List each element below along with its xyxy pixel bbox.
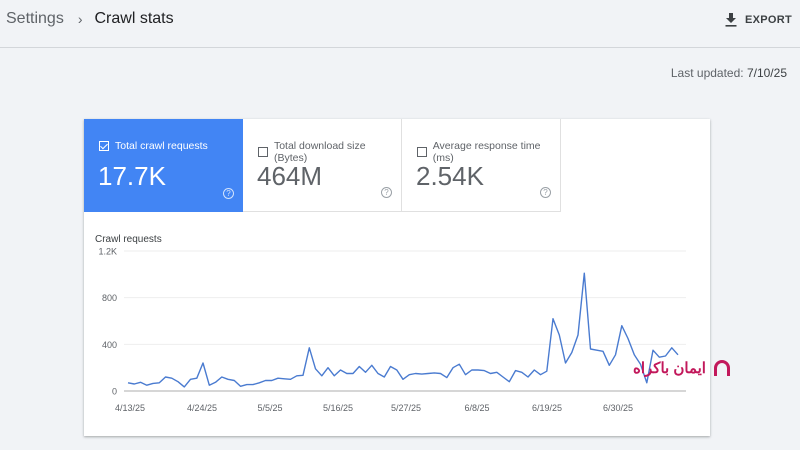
watermark: ایمان باکراه bbox=[633, 359, 730, 377]
y-tick-label: 0 bbox=[112, 387, 117, 397]
watermark-text: ایمان باکراه bbox=[633, 360, 706, 377]
help-icon[interactable]: ? bbox=[540, 187, 551, 198]
x-tick-label: 6/8/25 bbox=[464, 403, 489, 413]
x-tick-label: 4/24/25 bbox=[187, 403, 217, 413]
metric-label: Total crawl requests bbox=[115, 140, 208, 152]
series-line[interactable] bbox=[127, 272, 679, 388]
export-button[interactable]: EXPORT bbox=[725, 13, 792, 27]
breadcrumb-settings-link[interactable]: Settings bbox=[6, 10, 64, 27]
x-tick-label: 6/30/25 bbox=[603, 403, 633, 413]
checkbox-unchecked-icon[interactable] bbox=[258, 147, 268, 157]
watermark-logo-icon bbox=[713, 360, 730, 376]
checkbox-checked-icon[interactable] bbox=[99, 141, 109, 151]
last-updated-label: Last updated: bbox=[670, 66, 744, 80]
metric-value: 17.7K bbox=[98, 161, 166, 191]
crawl-stats-card: Total crawl requests 17.7K ? Total downl… bbox=[84, 119, 710, 436]
metric-label: Total download size (Bytes) bbox=[273, 140, 366, 164]
y-tick-label: 800 bbox=[102, 293, 117, 303]
help-icon[interactable]: ? bbox=[381, 187, 392, 198]
x-tick-label: 6/19/25 bbox=[532, 403, 562, 413]
last-updated: Last updated: 7/10/25 bbox=[671, 66, 787, 80]
y-tick-label: 400 bbox=[102, 340, 117, 350]
x-tick-label: 5/16/25 bbox=[323, 403, 353, 413]
help-icon[interactable]: ? bbox=[223, 188, 234, 199]
last-updated-value: 7/10/25 bbox=[746, 66, 787, 80]
metric-total-download-size[interactable]: Total download size (Bytes) 464M ? bbox=[243, 119, 402, 212]
top-bar: Settings › Crawl stats EXPORT bbox=[0, 0, 800, 48]
crawl-requests-line-chart[interactable]: 0 400 800 1.2K 4/13/25 4/24/25 5/5/25 5/16/25 5/… bbox=[84, 244, 710, 434]
y-tick-label: 1.2K bbox=[98, 247, 117, 257]
x-tick-label: 4/13/25 bbox=[115, 403, 145, 413]
breadcrumb: Settings › Crawl stats bbox=[6, 10, 174, 28]
metric-label: Average response time (ms) bbox=[432, 140, 541, 164]
metric-average-response-time[interactable]: Average response time (ms) 2.54K ? bbox=[402, 119, 561, 212]
metric-value: 464M bbox=[257, 161, 323, 191]
x-tick-label: 5/27/25 bbox=[391, 403, 421, 413]
checkbox-unchecked-icon[interactable] bbox=[417, 147, 427, 157]
metric-total-crawl-requests[interactable]: Total crawl requests 17.7K ? bbox=[84, 119, 243, 212]
chevron-right-icon: › bbox=[77, 11, 83, 27]
x-tick-label: 5/5/25 bbox=[257, 403, 282, 413]
export-label: EXPORT bbox=[744, 14, 792, 26]
metric-tabs: Total crawl requests 17.7K ? Total downl… bbox=[84, 119, 561, 212]
metric-value: 2.54K bbox=[416, 161, 484, 191]
page-title: Crawl stats bbox=[94, 10, 174, 27]
chart-title: Crawl requests bbox=[95, 234, 162, 245]
download-icon bbox=[725, 13, 737, 27]
